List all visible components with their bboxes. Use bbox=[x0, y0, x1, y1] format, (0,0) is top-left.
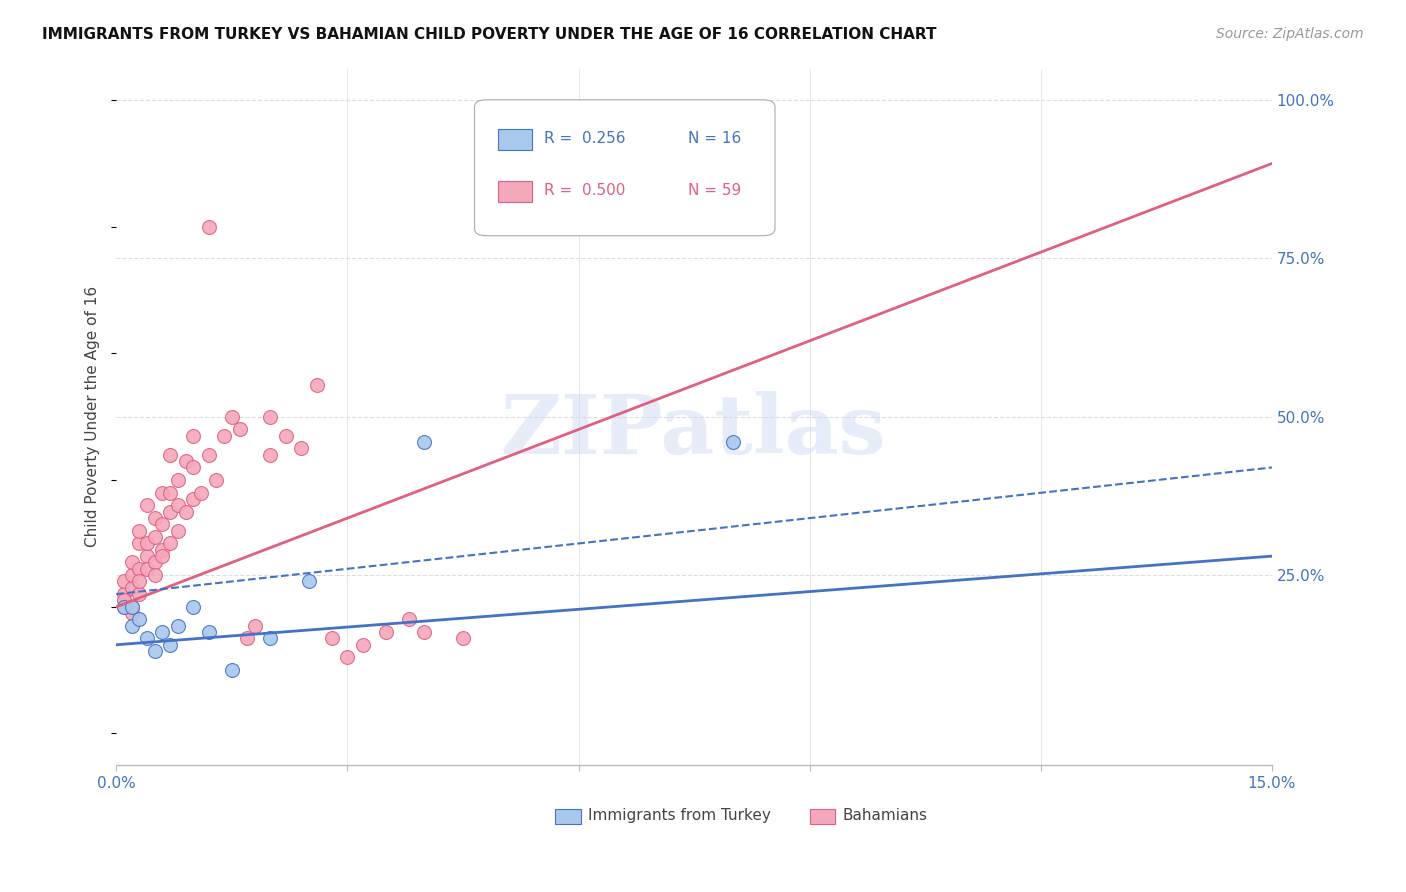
Text: Bahamians: Bahamians bbox=[842, 808, 927, 822]
FancyBboxPatch shape bbox=[474, 100, 775, 235]
Point bbox=[128, 587, 150, 601]
Point bbox=[321, 632, 343, 646]
Point bbox=[228, 422, 250, 436]
Point bbox=[259, 448, 281, 462]
Y-axis label: Child Poverty Under the Age of 16: Child Poverty Under the Age of 16 bbox=[86, 286, 100, 548]
Point bbox=[305, 378, 328, 392]
Point bbox=[128, 524, 150, 538]
Point bbox=[121, 568, 143, 582]
Point bbox=[121, 606, 143, 620]
Text: R =  0.256: R = 0.256 bbox=[544, 130, 626, 145]
Point bbox=[112, 593, 135, 607]
Point bbox=[236, 632, 259, 646]
Point bbox=[413, 435, 436, 450]
Point bbox=[221, 663, 243, 677]
Point bbox=[128, 574, 150, 589]
Point bbox=[121, 599, 143, 614]
Point bbox=[152, 549, 174, 563]
Point bbox=[136, 562, 159, 576]
Point bbox=[205, 473, 228, 487]
Point bbox=[181, 599, 204, 614]
Point bbox=[121, 556, 143, 570]
Point bbox=[181, 460, 204, 475]
Point bbox=[128, 612, 150, 626]
Point bbox=[451, 632, 474, 646]
Point bbox=[274, 429, 297, 443]
FancyBboxPatch shape bbox=[810, 809, 835, 824]
Text: ZIPatlas: ZIPatlas bbox=[502, 391, 887, 471]
Point bbox=[721, 435, 744, 450]
Text: N = 16: N = 16 bbox=[689, 130, 741, 145]
Point bbox=[159, 485, 181, 500]
Point bbox=[143, 511, 166, 525]
Point bbox=[259, 632, 281, 646]
Point bbox=[152, 485, 174, 500]
Point bbox=[136, 499, 159, 513]
Point bbox=[181, 492, 204, 507]
Point bbox=[128, 536, 150, 550]
FancyBboxPatch shape bbox=[498, 181, 533, 202]
Point bbox=[143, 568, 166, 582]
Point bbox=[121, 581, 143, 595]
Text: IMMIGRANTS FROM TURKEY VS BAHAMIAN CHILD POVERTY UNDER THE AGE OF 16 CORRELATION: IMMIGRANTS FROM TURKEY VS BAHAMIAN CHILD… bbox=[42, 27, 936, 42]
Point bbox=[112, 587, 135, 601]
Point bbox=[152, 542, 174, 557]
Point bbox=[167, 619, 190, 633]
Point bbox=[167, 499, 190, 513]
FancyBboxPatch shape bbox=[555, 809, 581, 824]
Point bbox=[174, 454, 197, 468]
Point bbox=[121, 619, 143, 633]
Point bbox=[181, 429, 204, 443]
Point bbox=[243, 619, 266, 633]
Point bbox=[352, 638, 374, 652]
Point bbox=[152, 625, 174, 640]
Text: R =  0.500: R = 0.500 bbox=[544, 183, 626, 198]
Point bbox=[159, 505, 181, 519]
Point bbox=[136, 549, 159, 563]
FancyBboxPatch shape bbox=[498, 129, 533, 150]
Point bbox=[112, 599, 135, 614]
Point bbox=[143, 556, 166, 570]
Point bbox=[221, 409, 243, 424]
Text: Source: ZipAtlas.com: Source: ZipAtlas.com bbox=[1216, 27, 1364, 41]
Point bbox=[190, 485, 212, 500]
Point bbox=[159, 536, 181, 550]
Point bbox=[197, 219, 219, 234]
Point bbox=[212, 429, 235, 443]
Point bbox=[167, 524, 190, 538]
Point bbox=[413, 625, 436, 640]
Point bbox=[121, 599, 143, 614]
Point bbox=[159, 638, 181, 652]
Point bbox=[259, 409, 281, 424]
Point bbox=[143, 530, 166, 544]
Point bbox=[374, 625, 396, 640]
Text: N = 59: N = 59 bbox=[689, 183, 741, 198]
Point bbox=[128, 562, 150, 576]
Point bbox=[159, 448, 181, 462]
Point bbox=[174, 505, 197, 519]
Point bbox=[197, 625, 219, 640]
Point bbox=[112, 599, 135, 614]
Point bbox=[290, 442, 312, 456]
Point bbox=[336, 650, 359, 665]
Point bbox=[136, 632, 159, 646]
Point bbox=[298, 574, 321, 589]
Point bbox=[197, 448, 219, 462]
Point bbox=[167, 473, 190, 487]
Point bbox=[136, 536, 159, 550]
Point bbox=[152, 517, 174, 532]
Point bbox=[398, 612, 420, 626]
Point bbox=[112, 574, 135, 589]
Point bbox=[143, 644, 166, 658]
Text: Immigrants from Turkey: Immigrants from Turkey bbox=[588, 808, 770, 822]
